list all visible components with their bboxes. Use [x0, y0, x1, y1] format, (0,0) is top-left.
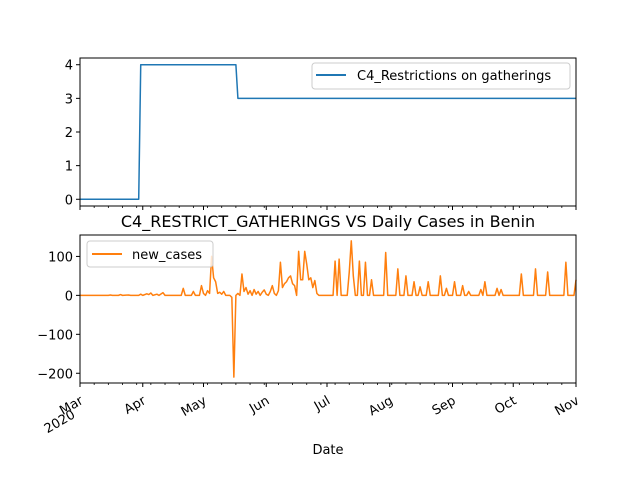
y-tick-label: 3 [65, 92, 73, 107]
top-legend-box [311, 62, 571, 90]
top-y-ticks: 0 1 2 3 4 [65, 59, 80, 208]
chart-title: C4_RESTRICT_GATHERINGS VS Daily Cases in… [121, 212, 535, 232]
top-series-layer [80, 63, 576, 201]
y-tick-label: 100 [48, 250, 73, 265]
bottom-legend-box [86, 240, 214, 268]
x-axis-title: Date [312, 443, 343, 458]
bottom-y-ticks: 100 0 −100 −200 [37, 250, 80, 382]
bottom-series-layer [80, 240, 577, 378]
y-tick-label: −100 [37, 328, 73, 343]
y-tick-label: 0 [65, 193, 73, 208]
y-tick-label: 0 [65, 289, 73, 304]
y-tick-label: 1 [65, 160, 73, 175]
bottom-series-line-0 [80, 240, 577, 378]
top-axes: 0 1 2 3 4 C4_Restrictions on gatherings [65, 57, 577, 210]
y-tick-label: 4 [65, 59, 73, 74]
y-tick-label: −200 [37, 367, 73, 382]
top-x-ticks [79, 206, 577, 210]
bottom-legend: new_cases [86, 240, 214, 268]
bottom-axes-frame [79, 234, 577, 384]
top-series-line-0 [80, 63, 576, 201]
x-tick-label: Jul [311, 393, 333, 414]
y-tick-label: 2 [65, 126, 73, 141]
top-legend-label: C4_Restrictions on gatherings [357, 69, 551, 84]
top-legend: C4_Restrictions on gatherings [311, 62, 571, 90]
bottom-legend-label: new_cases [132, 248, 202, 263]
